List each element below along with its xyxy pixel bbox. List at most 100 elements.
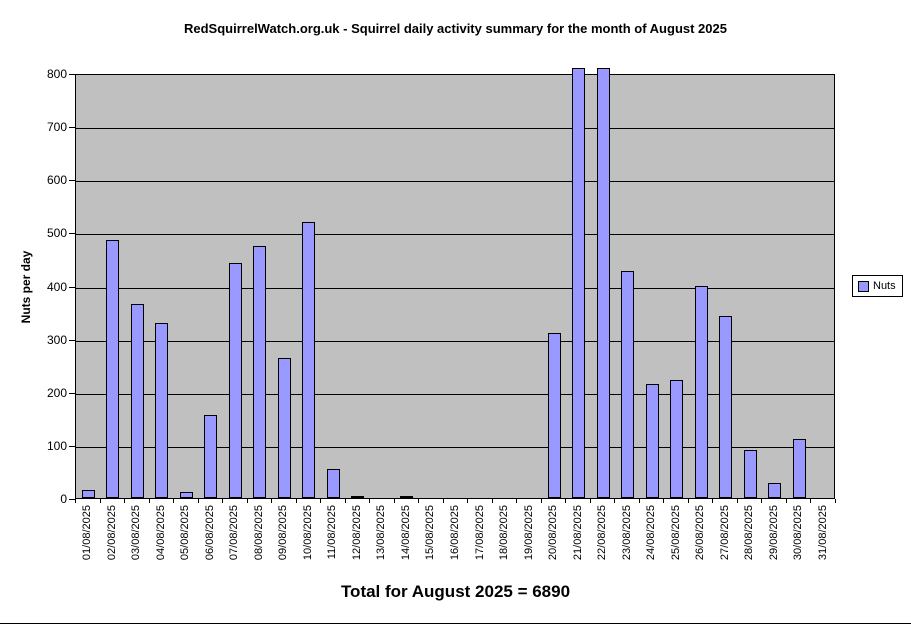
x-axis-label-text: 27/08/2025 <box>718 505 731 561</box>
gridline-600 <box>76 181 834 183</box>
x-tick-mark-13 <box>393 499 395 503</box>
x-axis-label-04/08/2025: 04/08/2025 <box>149 505 174 579</box>
x-axis-label-text: 30/08/2025 <box>792 505 805 561</box>
x-tick-mark-21 <box>589 499 591 503</box>
y-tick-mark-0 <box>69 499 76 500</box>
x-axis-label-05/08/2025: 05/08/2025 <box>173 505 198 579</box>
y-tick-label-300: 300 <box>46 332 67 347</box>
y-tick-label-200: 200 <box>46 385 67 400</box>
bar-30/08/2025 <box>792 438 806 498</box>
total-label: Total for August 2025 = 6890 <box>340 582 571 601</box>
x-axis-label-30/08/2025: 30/08/2025 <box>786 505 811 579</box>
bar-24/08/2025 <box>645 384 659 498</box>
gridline-300 <box>76 340 834 342</box>
x-axis-label-11/08/2025: 11/08/2025 <box>320 505 345 579</box>
x-tick-mark-22 <box>614 499 616 503</box>
x-tick-mark-16 <box>467 499 469 503</box>
x-tick-mark-20 <box>565 499 567 503</box>
bar-12/08/2025 <box>351 496 365 498</box>
y-tick-mark-800 <box>69 74 76 75</box>
y-tick-mark-600 <box>69 180 76 182</box>
x-axis-label-02/08/2025: 02/08/2025 <box>100 505 125 579</box>
x-axis-label-text: 05/08/2025 <box>179 505 192 561</box>
x-tick-mark-24 <box>663 499 665 503</box>
x-axis-label-text: 23/08/2025 <box>620 505 633 561</box>
x-axis-label-text: 03/08/2025 <box>130 505 143 561</box>
x-axis-label-text: 08/08/2025 <box>252 505 265 561</box>
bar-03/08/2025 <box>130 304 144 498</box>
x-axis-label-text: 19/08/2025 <box>522 505 535 561</box>
x-axis-label-12/08/2025: 12/08/2025 <box>345 505 370 579</box>
bar-05/08/2025 <box>179 492 193 498</box>
gridline-100 <box>76 446 834 448</box>
bar-29/08/2025 <box>768 483 782 498</box>
bar-27/08/2025 <box>719 316 733 498</box>
x-axis-label-09/08/2025: 09/08/2025 <box>271 505 296 579</box>
x-tick-mark-9 <box>295 499 297 503</box>
x-axis-label-text: 02/08/2025 <box>105 505 118 561</box>
x-axis-label-18/08/2025: 18/08/2025 <box>492 505 517 579</box>
gridline-200 <box>76 393 834 395</box>
x-axis-label-14/08/2025: 14/08/2025 <box>394 505 419 579</box>
y-tick-mark-200 <box>69 392 76 394</box>
bar-25/08/2025 <box>670 379 684 498</box>
x-axis-label-text: 28/08/2025 <box>743 505 756 561</box>
bar-06/08/2025 <box>204 414 218 498</box>
gridline-700 <box>76 128 834 130</box>
x-axis-label-26/08/2025: 26/08/2025 <box>688 505 713 579</box>
x-axis-label-text: 13/08/2025 <box>375 505 388 561</box>
gridline-500 <box>76 234 834 236</box>
bar-09/08/2025 <box>277 358 291 498</box>
x-axis-label-29/08/2025: 29/08/2025 <box>761 505 786 579</box>
bar-04/08/2025 <box>155 322 169 498</box>
bar-23/08/2025 <box>621 271 635 498</box>
legend-swatch-nuts <box>858 280 869 292</box>
x-tick-mark-26 <box>712 499 714 503</box>
y-tick-mark-300 <box>69 339 76 341</box>
x-axis-label-text: 18/08/2025 <box>498 505 511 561</box>
chart-title: RedSquirrelWatch.org.uk - Squirrel daily… <box>184 21 727 36</box>
x-axis-label-text: 01/08/2025 <box>81 505 94 561</box>
x-tick-mark-30 <box>810 499 812 503</box>
legend: Nuts <box>852 275 903 297</box>
x-axis-label-text: 14/08/2025 <box>399 505 412 561</box>
x-tick-mark-11 <box>344 499 346 503</box>
x-axis-label-text: 15/08/2025 <box>424 505 437 561</box>
x-axis-label-text: 06/08/2025 <box>203 505 216 561</box>
y-tick-mark-100 <box>69 445 76 447</box>
bar-21/08/2025 <box>572 67 586 498</box>
x-axis-label-text: 09/08/2025 <box>277 505 290 561</box>
bar-10/08/2025 <box>302 221 316 498</box>
x-axis-label-text: 29/08/2025 <box>767 505 780 561</box>
y-tick-label-800: 800 <box>46 67 67 81</box>
x-axis-label-text: 21/08/2025 <box>571 505 584 561</box>
bar-28/08/2025 <box>743 449 757 498</box>
y-tick-label-400: 400 <box>46 279 67 294</box>
x-axis-label-10/08/2025: 10/08/2025 <box>296 505 321 579</box>
bar-01/08/2025 <box>81 490 95 498</box>
x-axis-label-text: 16/08/2025 <box>448 505 461 561</box>
bar-07/08/2025 <box>228 263 242 498</box>
legend-label: Nuts <box>873 280 896 292</box>
x-tick-mark-27 <box>736 499 738 503</box>
x-tick-mark-14 <box>418 499 420 503</box>
x-axis-label-text: 07/08/2025 <box>228 505 241 561</box>
x-axis-label-text: 24/08/2025 <box>645 505 658 561</box>
y-tick-label-600: 600 <box>46 173 67 188</box>
x-axis-label-text: 25/08/2025 <box>669 505 682 561</box>
x-axis-label-text: 04/08/2025 <box>154 505 167 561</box>
x-axis-label-15/08/2025: 15/08/2025 <box>418 505 443 579</box>
x-tick-mark-6 <box>222 499 224 503</box>
x-tick-mark-17 <box>491 499 493 503</box>
x-axis-label-20/08/2025: 20/08/2025 <box>541 505 566 579</box>
x-axis-label-text: 31/08/2025 <box>816 505 829 561</box>
x-axis-label-text: 17/08/2025 <box>473 505 486 561</box>
x-axis-label-27/08/2025: 27/08/2025 <box>712 505 737 579</box>
bar-26/08/2025 <box>694 285 708 498</box>
y-tick-label-0: 0 <box>60 492 67 506</box>
bar-08/08/2025 <box>253 246 267 498</box>
bar-02/08/2025 <box>106 240 120 498</box>
x-tick-mark-12 <box>369 499 371 503</box>
bar-14/08/2025 <box>400 496 414 498</box>
